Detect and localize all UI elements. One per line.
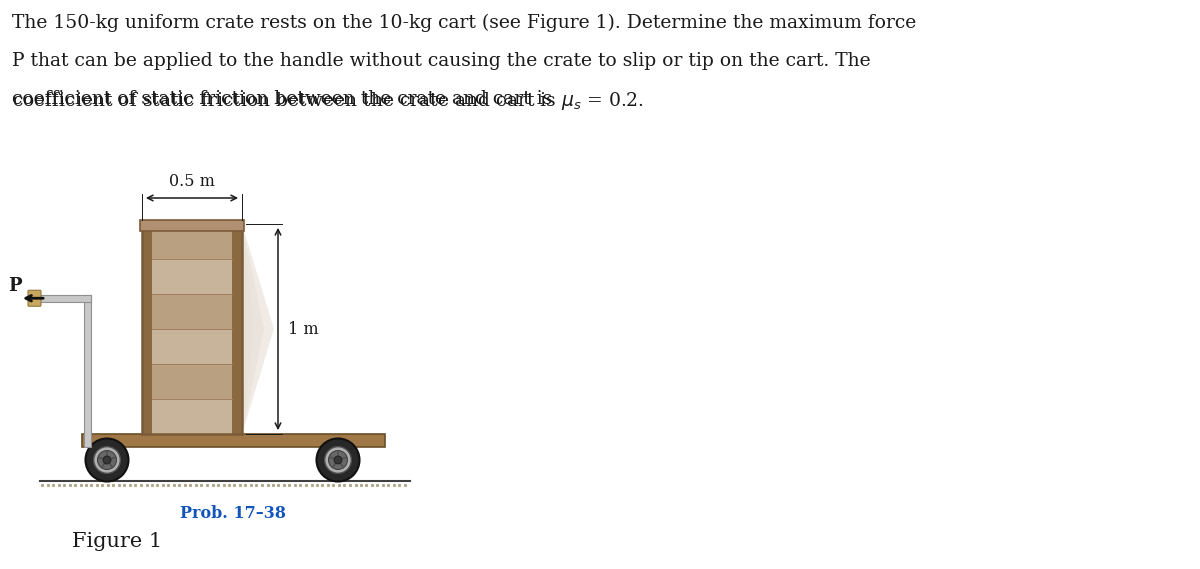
Circle shape [329,451,348,469]
Bar [84,295,91,447]
Bar [38,295,91,302]
Circle shape [103,456,110,464]
Bar [142,224,242,434]
Circle shape [97,451,116,469]
Bar [152,364,232,399]
Polygon shape [242,224,274,434]
Text: 1 m: 1 m [288,320,319,337]
Bar [152,399,232,434]
Circle shape [325,447,352,473]
Bar [91,447,124,469]
Circle shape [317,439,360,481]
Polygon shape [242,224,264,434]
Circle shape [85,439,128,481]
Text: Figure 1: Figure 1 [72,532,162,551]
Bar [152,294,232,329]
Text: P: P [8,277,22,295]
Circle shape [334,456,342,464]
Bar [152,224,232,259]
Bar [232,224,242,434]
Bar [142,224,152,434]
Bar [152,329,232,364]
Bar [140,220,244,231]
Bar [82,434,385,447]
Polygon shape [242,224,254,434]
Text: coefficient of static friction between the crate and cart is: coefficient of static friction between t… [12,90,558,108]
Text: The 150-kg uniform crate rests on the 10-kg cart (see Figure 1). Determine the m: The 150-kg uniform crate rests on the 10… [12,14,917,32]
Text: coefficient of static friction between the crate and cart is μ: coefficient of static friction between t… [12,90,574,108]
Bar [152,259,232,294]
Text: 0.5 m: 0.5 m [169,173,215,190]
Text: coefficient of static friction between the crate and cart is $\mu_s$ = 0.2.: coefficient of static friction between t… [12,90,644,112]
Bar [142,224,242,434]
Circle shape [94,447,120,473]
Bar [322,447,354,469]
Text: P that can be applied to the handle without causing the crate to slip or tip on : P that can be applied to the handle with… [12,52,871,70]
FancyBboxPatch shape [28,290,41,306]
Text: Prob. 17–38: Prob. 17–38 [180,505,287,522]
